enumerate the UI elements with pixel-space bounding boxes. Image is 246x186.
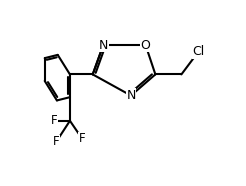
- Text: N: N: [126, 89, 136, 102]
- Text: N: N: [99, 39, 108, 52]
- Text: F: F: [79, 132, 85, 145]
- Text: Cl: Cl: [192, 45, 205, 58]
- Text: O: O: [141, 39, 151, 52]
- Text: F: F: [53, 135, 59, 148]
- Text: F: F: [51, 114, 58, 127]
